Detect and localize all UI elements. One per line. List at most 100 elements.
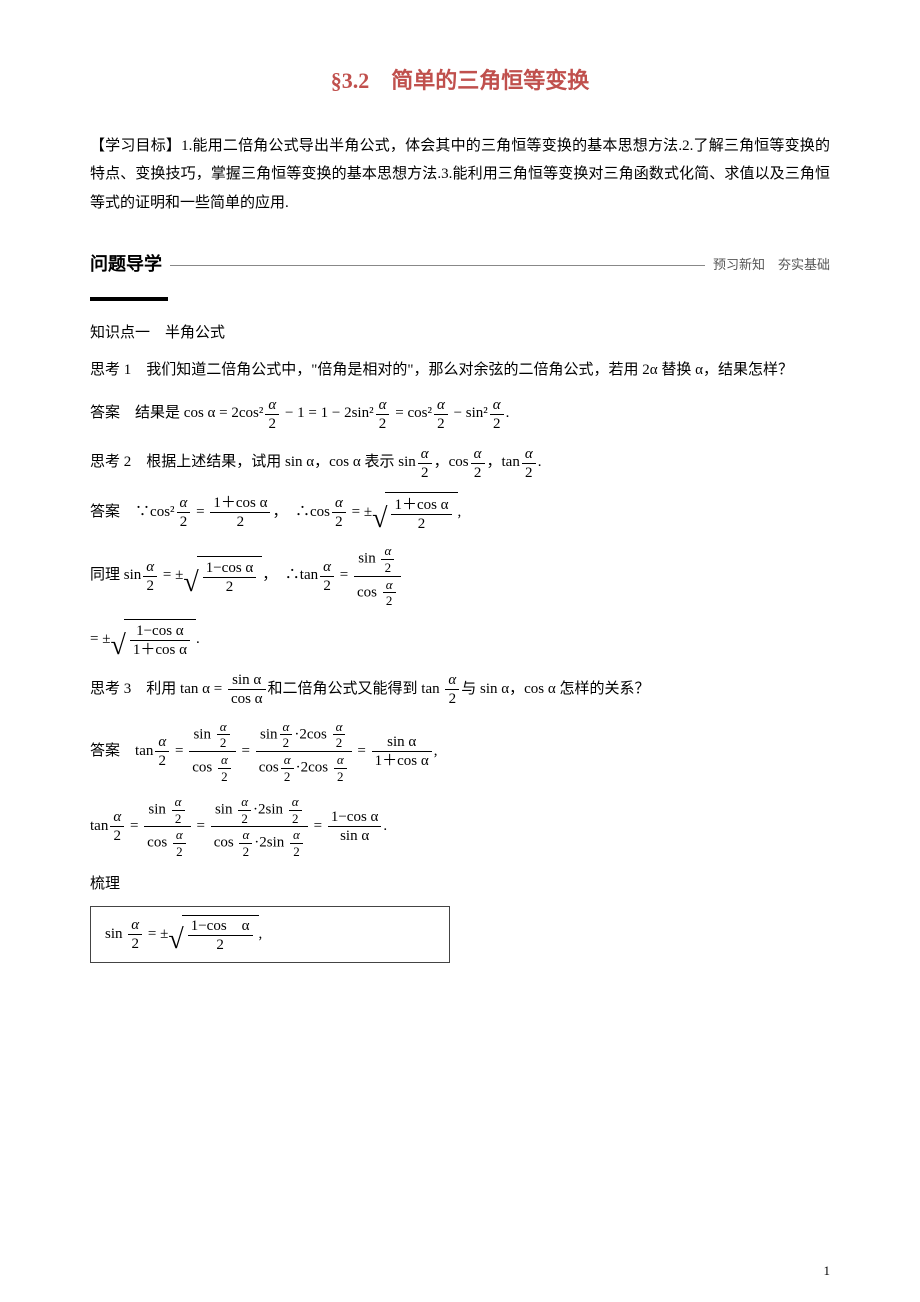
frac-num: α [175, 794, 182, 809]
frac-den: 2 [332, 513, 346, 531]
ans1-mid3: − sin² [450, 405, 488, 421]
answer-3-line1: 答案 tanα2 = sin α2cos α2 = sinα2·2cos α2c… [90, 719, 830, 784]
summary-table: sin α2 = ±√1−cos α2, [90, 906, 450, 963]
frac-num: α [323, 559, 331, 575]
think-3-text-c: 与 sin α，cos α 怎样的关系？ [461, 681, 649, 697]
ans2-p2a: 同理 sin [90, 568, 141, 584]
think-1-label: 思考 1 [90, 362, 131, 378]
frac-a2: α2 [320, 558, 334, 595]
frac-a2: α2 [143, 558, 157, 595]
think-3: 思考 3 利用 tan α = sin αcos α和二倍角公式又能得到 tan… [90, 670, 830, 709]
frac-den: 2 [173, 844, 186, 860]
frac-a2: α2 [376, 396, 390, 433]
frac-num: α [220, 719, 227, 734]
frac-den: cos α [228, 690, 266, 708]
summary-sin-cell: sin α2 = ±√1−cos α2, [93, 909, 447, 960]
think-3-label: 思考 3 [90, 681, 131, 697]
think-1-text: 我们知道二倍角公式中，"倍角是相对的"，那么对余弦的二倍角公式，若用 2α 替换… [146, 362, 793, 378]
frac-a2: α2 [434, 396, 448, 433]
ans2-p1b: = [192, 504, 208, 520]
t: cos [259, 760, 279, 776]
frac-num: 1−cos α [188, 917, 253, 936]
frac-a2: α2 [128, 916, 142, 953]
frac-den-text: cos [192, 760, 216, 776]
frac-num: α [379, 397, 387, 413]
sqrt: √1−cos α2 [183, 556, 262, 597]
think-2: 思考 2 根据上述结果，试用 sin α，cos α 表示 sinα2，cosα… [90, 443, 830, 482]
frac-den: 2 [239, 844, 252, 860]
frac-a2: α2 [490, 396, 504, 433]
frac-a2: α2 [445, 671, 459, 708]
frac-num: α [386, 577, 393, 592]
frac-den: 2 [218, 769, 231, 785]
frac-den: 2 [265, 415, 279, 433]
frac-den: 2 [217, 735, 230, 751]
frac-1mcos-1pcos: 1−cos α1＋cos α [130, 622, 190, 659]
frac-num-text: sin [148, 802, 169, 818]
section-header-rule [170, 265, 705, 266]
think-2-text-b: ，cos [434, 454, 469, 470]
objective-text: 1.能用二倍角公式导出半角公式，体会其中的三角恒等变换的基本思想方法.2.了解三… [90, 138, 830, 211]
frac-sina-cosa: sin αcos α [228, 671, 266, 708]
frac-sina-1pcos: sin α1＋cos α [372, 733, 432, 770]
frac-a2-small: α2 [218, 752, 231, 784]
frac-num: α [293, 827, 300, 842]
frac-a2-small: α2 [280, 719, 293, 751]
ans2-p1c: ， ∴cos [272, 504, 330, 520]
frac-num: α [241, 794, 248, 809]
frac-a2: α2 [332, 494, 346, 531]
frac-den: 2 [333, 735, 346, 751]
t: sin [260, 726, 278, 742]
think-2-text-c: ，tan [487, 454, 520, 470]
frac-a2: α2 [418, 445, 432, 482]
ans1-mid1: − 1 = 1 − 2sin² [281, 405, 373, 421]
frac-num: α [283, 719, 290, 734]
frac-num: α [335, 495, 343, 511]
frac-a2-small: α2 [217, 719, 230, 751]
frac-num: α [158, 734, 166, 750]
frac-1mcos: 1−cos α2 [203, 559, 257, 596]
frac-den: 2 [434, 415, 448, 433]
frac-den: 2 [289, 811, 302, 827]
frac-den: 2 [391, 515, 451, 533]
frac-den: 2 [381, 560, 394, 576]
frac-den: 2 [418, 464, 432, 482]
answer-2-line1: 答案 ∵cos²α2 = 1＋cos α2， ∴cosα2 = ±√1＋cos … [90, 492, 830, 533]
think-2-text-a: 根据上述结果，试用 sin α，cos α 表示 sin [146, 454, 415, 470]
t: ·2sin [253, 802, 287, 818]
frac-den: 2 [188, 936, 253, 954]
frac-num: α [384, 543, 391, 558]
frac-a2-small: α2 [383, 577, 396, 609]
frac-a2-small: α2 [172, 794, 185, 826]
frac-num: α [292, 794, 299, 809]
frac-den: 2 [376, 415, 390, 433]
frac-num-text: sin [193, 726, 214, 742]
section-header-right: 预习新知 夯实基础 [713, 253, 830, 278]
frac-a2-small: α2 [334, 752, 347, 784]
frac-num: α [493, 397, 501, 413]
frac-num: α [180, 495, 188, 511]
frac-expand-cos: sinα2·2cos α2cosα2·2cos α2 [256, 719, 352, 784]
section-header-title: 问题导学 [90, 247, 162, 283]
frac-num: α [421, 446, 429, 462]
sqrt: √1−cos α2 [168, 915, 258, 954]
frac-a2: α2 [265, 396, 279, 433]
frac-1mcos-sina: 1−cos αsin α [328, 808, 382, 845]
t: sin [215, 802, 236, 818]
summary-label: 梳理 [90, 870, 830, 899]
frac-num: α [131, 917, 139, 933]
frac-den: 2 [172, 811, 185, 827]
frac-num: sin α [228, 671, 266, 690]
frac-num: α [176, 827, 183, 842]
frac-den: 2 [490, 415, 504, 433]
frac-num: α [337, 752, 344, 767]
frac-a2: α2 [522, 445, 536, 482]
frac-tan-a2: sin α2cos α2 [354, 543, 401, 608]
frac-den: 2 [281, 769, 294, 785]
think-3-text-b: 和二倍角公式又能得到 tan [268, 681, 444, 697]
table-row: sin α2 = ±√1−cos α2, [93, 909, 447, 960]
frac-a2-small: α2 [289, 794, 302, 826]
frac-num: α [146, 559, 154, 575]
frac-den: sin α [328, 827, 382, 845]
frac-num: α [336, 719, 343, 734]
